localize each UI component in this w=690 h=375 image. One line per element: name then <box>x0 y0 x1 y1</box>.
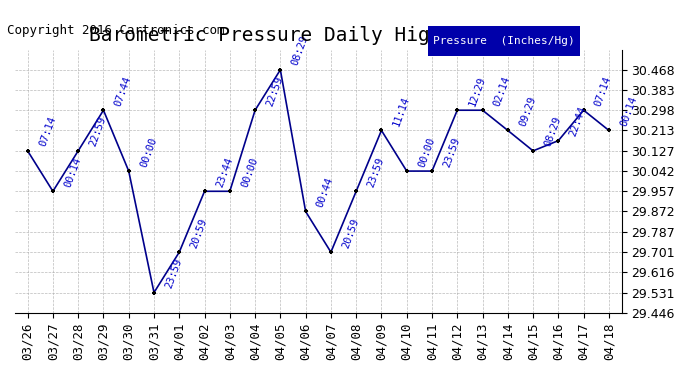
Point <box>452 107 463 113</box>
Text: 00:14: 00:14 <box>63 156 83 189</box>
Text: Copyright 2016 Cartronics.com: Copyright 2016 Cartronics.com <box>7 24 224 37</box>
Point <box>300 209 311 214</box>
Point <box>426 168 437 174</box>
Text: 08:29: 08:29 <box>543 115 563 148</box>
Point <box>148 290 159 296</box>
Text: 02:14: 02:14 <box>492 75 513 107</box>
Text: 09:29: 09:29 <box>518 95 538 128</box>
Point <box>48 188 59 194</box>
Text: 20:59: 20:59 <box>341 217 361 249</box>
Text: 23:59: 23:59 <box>366 156 386 189</box>
Text: 23:59: 23:59 <box>442 135 462 168</box>
Text: 23:59: 23:59 <box>164 257 184 290</box>
Text: 20:59: 20:59 <box>189 217 209 249</box>
Point <box>578 107 589 113</box>
Text: 07:14: 07:14 <box>593 75 613 107</box>
Point <box>174 249 185 255</box>
Point <box>502 128 513 134</box>
Point <box>528 148 539 154</box>
Text: 08:29: 08:29 <box>290 34 310 67</box>
Text: 00:00: 00:00 <box>139 135 159 168</box>
Text: 07:44: 07:44 <box>113 75 133 107</box>
Point <box>351 188 362 194</box>
Title: Barometric Pressure Daily High 20160419: Barometric Pressure Daily High 20160419 <box>89 26 547 45</box>
Text: 00:00: 00:00 <box>417 135 437 168</box>
Point <box>224 188 235 194</box>
Text: 00:44: 00:44 <box>315 176 335 209</box>
Text: Pressure  (Inches/Hg): Pressure (Inches/Hg) <box>433 36 575 46</box>
Point <box>603 128 614 134</box>
Point <box>199 188 210 194</box>
Point <box>124 168 135 174</box>
Point <box>98 107 109 113</box>
Text: 23:44: 23:44 <box>215 156 235 189</box>
Text: 12:29: 12:29 <box>467 75 487 107</box>
Text: 07:14: 07:14 <box>37 115 57 148</box>
Text: 11:14: 11:14 <box>391 95 411 128</box>
Point <box>72 148 83 154</box>
Point <box>401 168 412 174</box>
Text: 00:00: 00:00 <box>239 156 259 189</box>
Point <box>22 148 33 154</box>
Point <box>376 128 387 134</box>
Point <box>250 107 261 113</box>
Text: 22:44: 22:44 <box>568 105 588 138</box>
Text: 00:14: 00:14 <box>619 95 639 128</box>
Point <box>275 67 286 73</box>
Point <box>326 249 337 255</box>
Point <box>477 107 488 113</box>
Text: 22:59: 22:59 <box>265 75 285 107</box>
Text: 22:59: 22:59 <box>88 115 108 148</box>
Point <box>553 138 564 144</box>
